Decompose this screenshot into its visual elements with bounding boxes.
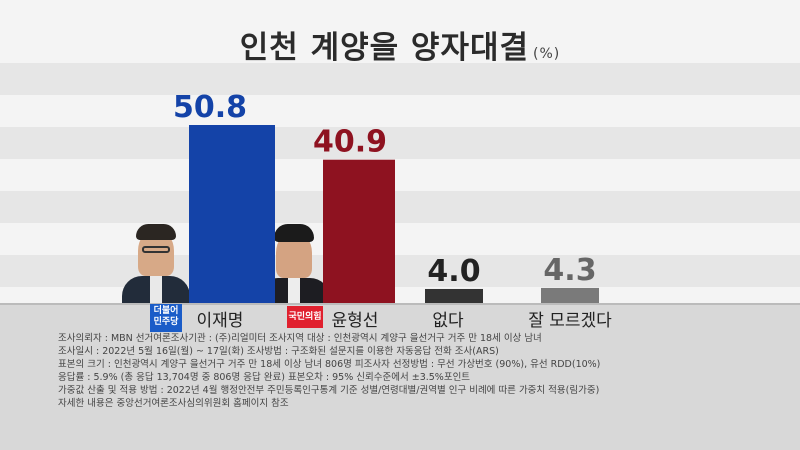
bar-yoon — [323, 159, 395, 303]
bars-group: 50.8 이재명 40.9 윤형선 4.0 없다 4.3 잘 모르겠다 — [173, 90, 612, 331]
candidate-photo-yoon — [258, 218, 330, 304]
note-line: 조사일시 : 2022년 5월 16일(월) ~ 17일(화) 조사방법 : 구… — [58, 346, 499, 358]
background-stripe — [0, 63, 800, 95]
survey-notes: 조사의뢰자 : MBN 선거여론조사기관 : (주)리얼미터 조사지역 대상 :… — [58, 332, 600, 411]
background-stripe — [0, 191, 800, 223]
bar-dontknow — [541, 287, 599, 303]
bar-lee — [189, 125, 275, 303]
bar-chart: 50.8 이재명 40.9 윤형선 4.0 없다 4.3 잘 모르겠다 — [173, 90, 612, 331]
democratic-party-logo: 더불어민주당 — [150, 304, 182, 332]
data-label-yoon: 40.9 — [313, 125, 387, 160]
bar-none — [425, 288, 483, 303]
footer-panel — [0, 305, 800, 450]
ppp-logo-text: 국민의힘 — [288, 312, 322, 322]
background-stripe — [0, 127, 800, 159]
category-label-yoon: 윤형선 — [332, 311, 379, 331]
data-label-none: 4.0 — [427, 254, 480, 289]
candidate-photo-lee — [122, 218, 190, 304]
note-line: 응답률 : 5.9% (총 응답 13,704명 중 806명 응답 완료) 표… — [58, 372, 471, 384]
data-label-lee: 50.8 — [173, 90, 247, 125]
note-line: 자세한 내용은 중앙선거여론조사심의위원회 홈페이지 참조 — [58, 398, 289, 410]
democratic-party-logo-text: 더불어민주당 — [153, 306, 179, 327]
chart-unit: (%) — [533, 46, 561, 62]
note-line: 조사의뢰자 : MBN 선거여론조사기관 : (주)리얼미터 조사지역 대상 :… — [58, 333, 542, 344]
category-label-dontknow: 잘 모르겠다 — [528, 311, 612, 331]
data-label-dontknow: 4.3 — [543, 253, 596, 288]
category-label-none: 없다 — [432, 311, 464, 331]
category-label-lee: 이재명 — [197, 311, 244, 331]
chart-title-text: 인천 계양을 양자대결 — [239, 30, 530, 66]
chart-title: 인천 계양을 양자대결 (%) — [0, 22, 800, 67]
note-line: 가중값 산출 및 적용 방법 : 2022년 4월 행정안전부 주민등록인구통계… — [58, 385, 600, 397]
ppp-logo: 국민의힘 — [287, 306, 323, 328]
baseline — [0, 303, 800, 305]
note-line: 표본의 크기 : 인천광역시 계양구 을선거구 거주 만 18세 이상 남녀 8… — [58, 359, 601, 371]
